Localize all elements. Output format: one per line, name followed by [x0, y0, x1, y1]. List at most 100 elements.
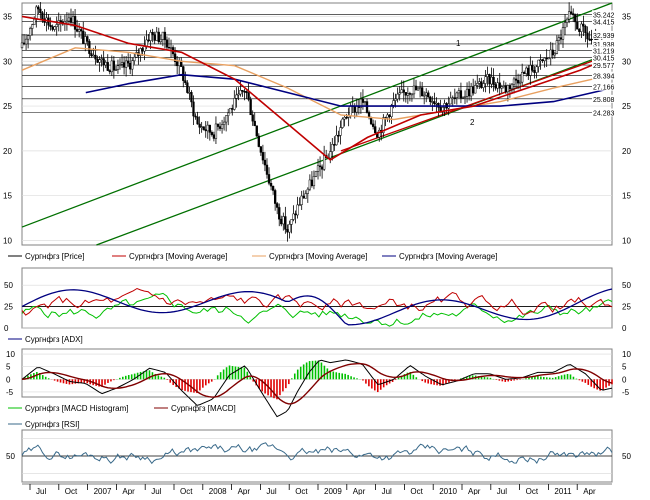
price-candle-body — [498, 82, 501, 89]
price-candle-body — [92, 54, 95, 57]
price-candle-body — [410, 93, 414, 96]
price-candle-body — [537, 59, 540, 68]
price-level-label: 34.415 — [593, 20, 615, 27]
macd-ytick-right: 5 — [622, 363, 627, 372]
price-candle-body — [304, 193, 307, 199]
adx-ytick-right: 0 — [622, 324, 627, 333]
price-level-label-bg — [592, 108, 618, 117]
macd-ytick-left: 10 — [6, 350, 15, 359]
price-level-label: 27.166 — [593, 85, 615, 92]
price-level-label: 35.242 — [593, 12, 615, 19]
price-level-label-bg — [592, 94, 618, 103]
date-label: 2008 — [209, 487, 227, 495]
price-candle-body — [484, 76, 487, 84]
price-ytick-right: 25 — [622, 102, 631, 111]
price-candle-body — [278, 207, 281, 220]
price-candle-body — [300, 195, 303, 205]
price-candle-body — [67, 17, 71, 22]
price-candle-body — [112, 60, 116, 71]
price-candle-body — [296, 204, 299, 216]
price-candle-body — [490, 76, 493, 85]
price-candle-body — [533, 70, 536, 73]
price-candle-body — [574, 14, 577, 23]
price-candle-body — [259, 146, 263, 153]
adx-panel: 50 50 25 25 0 0 — [4, 267, 631, 333]
price-candle-body — [20, 42, 24, 49]
price-candle-body — [292, 213, 295, 220]
price-candle-body — [227, 112, 230, 116]
price-candle-body — [257, 135, 260, 147]
price-level-label: 32.939 — [593, 33, 615, 40]
price-candle-body — [245, 91, 248, 94]
price-candle-body — [286, 229, 289, 233]
macd-ytick-right: 10 — [622, 350, 631, 359]
price-candle-body — [494, 84, 497, 89]
price-candle-body — [280, 218, 283, 225]
price-candle-body — [284, 216, 287, 230]
price-level-label-bg — [592, 53, 618, 62]
price-candle-body — [149, 32, 152, 41]
channel-label-1: 1 — [456, 39, 461, 48]
price-candle-body — [194, 115, 197, 118]
price-candle-body — [288, 224, 291, 233]
price-candle-body — [439, 107, 442, 112]
price-candle-body — [557, 37, 561, 41]
price-candle-body — [233, 98, 236, 110]
price-candle-body — [506, 85, 510, 93]
price-candle-body — [196, 116, 199, 125]
macd-ytick-left: 5 — [6, 363, 11, 372]
price-candle-body — [165, 39, 169, 48]
price-candle-body — [249, 99, 252, 116]
price-level-label: 30.415 — [593, 56, 615, 63]
price-candle-body — [35, 6, 38, 20]
rsi-line — [21, 442, 613, 465]
price-candle-body — [451, 97, 454, 99]
price-candle-body — [65, 20, 69, 23]
price-candle-body — [306, 188, 309, 194]
price-candle-body — [535, 66, 538, 73]
price-level-label-bg — [592, 82, 618, 91]
price-candle-body — [26, 35, 30, 40]
price-candle-body — [235, 94, 238, 99]
price-candle-body — [500, 86, 503, 89]
price-candle-body — [345, 116, 348, 119]
rsi-grid — [22, 438, 612, 474]
price-candle-body — [333, 144, 336, 146]
price-candle-body — [22, 42, 26, 45]
price-candle-body — [131, 60, 134, 70]
adx-ytick-right: 25 — [622, 303, 631, 312]
macd-panel: 10 10 5 5 0 0 -5 -5 — [6, 348, 631, 418]
price-level-label-bg — [592, 39, 618, 48]
price-candle-body — [222, 121, 226, 125]
price-candle-body — [457, 90, 461, 94]
channel-line — [21, 2, 613, 228]
price-candle-body — [159, 39, 162, 43]
price-candle-body — [465, 88, 469, 97]
price-candle-body — [355, 105, 358, 113]
price-candle-body — [225, 115, 228, 123]
price-candle-body — [167, 47, 171, 49]
price-candle-body — [276, 203, 279, 208]
price-plot-area[interactable] — [21, 2, 613, 246]
price-candle-body — [312, 176, 316, 187]
price-candle-body — [218, 126, 222, 129]
price-candle-body — [543, 57, 546, 62]
price-candle-body — [208, 124, 211, 133]
price-ytick-left: 35 — [3, 12, 12, 21]
price-candle-body — [396, 93, 399, 100]
macd-plot-area[interactable] — [21, 348, 613, 398]
price-candle-body — [482, 83, 485, 88]
price-candle-body — [84, 36, 87, 44]
legend-ma-navy: Сургнфгз [Moving Average] — [399, 252, 497, 261]
price-candle-body — [90, 53, 93, 57]
price-candle-body — [141, 48, 144, 52]
price-candle-body — [570, 11, 573, 14]
price-candle-body — [525, 67, 528, 74]
price-candle-body — [371, 123, 375, 127]
price-candle-body — [316, 165, 320, 172]
price-candle-body — [492, 76, 495, 85]
price-candle-body — [423, 94, 426, 97]
price-candle-body — [108, 70, 111, 73]
